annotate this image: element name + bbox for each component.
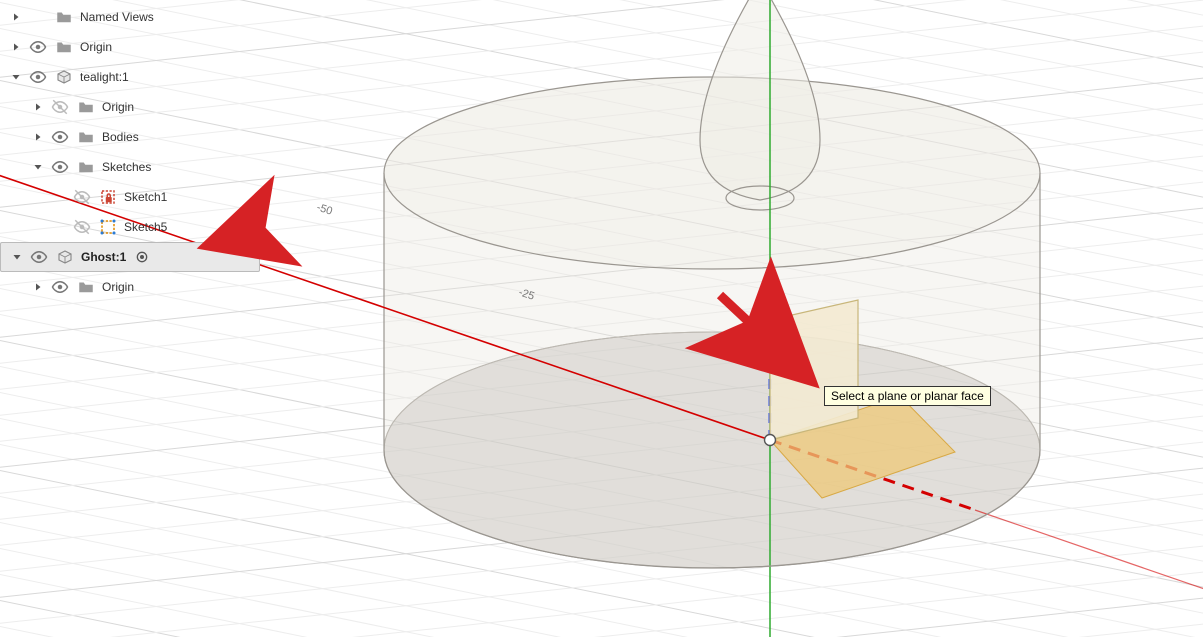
visibility-eye-icon[interactable] (28, 37, 48, 57)
collapse-icon[interactable] (32, 161, 44, 173)
collapse-icon[interactable] (10, 71, 22, 83)
tree-item-label: Ghost:1 (81, 250, 126, 264)
visibility-eye-off-icon[interactable] (72, 217, 92, 237)
expand-icon[interactable] (32, 101, 44, 113)
collapse-icon[interactable] (11, 251, 23, 263)
folder-icon (76, 97, 96, 117)
tree-row[interactable]: Origin (0, 32, 260, 62)
visibility-eye-icon[interactable] (50, 127, 70, 147)
tree-item-label: Named Views (80, 10, 154, 24)
tree-row[interactable]: Sketch5 (0, 212, 260, 242)
tree-row[interactable]: Origin (0, 92, 260, 122)
component-icon (54, 67, 74, 87)
tree-item-label: tealight:1 (80, 70, 129, 84)
tree-row[interactable]: Ghost:1 (0, 242, 260, 272)
visibility-eye-off-icon[interactable] (50, 97, 70, 117)
expand-icon[interactable] (32, 131, 44, 143)
tree-row[interactable]: tealight:1 (0, 62, 260, 92)
expand-placeholder (54, 191, 66, 203)
visibility-eye-icon[interactable] (50, 277, 70, 297)
browser-tree[interactable]: Named Views Origin tealight:1 Origin Bodies S… (0, 0, 260, 304)
visibility-eye-icon[interactable] (29, 247, 49, 267)
tree-item-label: Origin (102, 280, 134, 294)
folder-icon (76, 127, 96, 147)
expand-icon[interactable] (10, 41, 22, 53)
visibility-eye-icon[interactable] (50, 157, 70, 177)
tree-item-label: Bodies (102, 130, 139, 144)
tree-row[interactable]: Sketch1 (0, 182, 260, 212)
tree-item-label: Origin (80, 40, 112, 54)
tree-row[interactable]: Sketches (0, 152, 260, 182)
active-component-radio-icon[interactable] (132, 247, 152, 267)
folder-icon (76, 277, 96, 297)
tree-item-label: Sketches (102, 160, 151, 174)
tree-row[interactable]: Named Views (0, 2, 260, 32)
sketch-icon (98, 217, 118, 237)
tree-row[interactable]: Bodies (0, 122, 260, 152)
expand-placeholder (54, 221, 66, 233)
visibility-eye-off-icon[interactable] (72, 187, 92, 207)
expand-icon[interactable] (10, 11, 22, 23)
tree-item-label: Origin (102, 100, 134, 114)
visibility-eye-icon[interactable] (28, 67, 48, 87)
expand-icon[interactable] (32, 281, 44, 293)
folder-icon (54, 7, 74, 27)
folder-icon (54, 37, 74, 57)
tooltip-select-plane: Select a plane or planar face (824, 386, 991, 406)
component-icon (55, 247, 75, 267)
tree-item-label: Sketch1 (124, 190, 167, 204)
tree-row[interactable]: Origin (0, 272, 260, 302)
sketch-locked-icon (98, 187, 118, 207)
folder-icon (76, 157, 96, 177)
tree-item-label: Sketch5 (124, 220, 167, 234)
